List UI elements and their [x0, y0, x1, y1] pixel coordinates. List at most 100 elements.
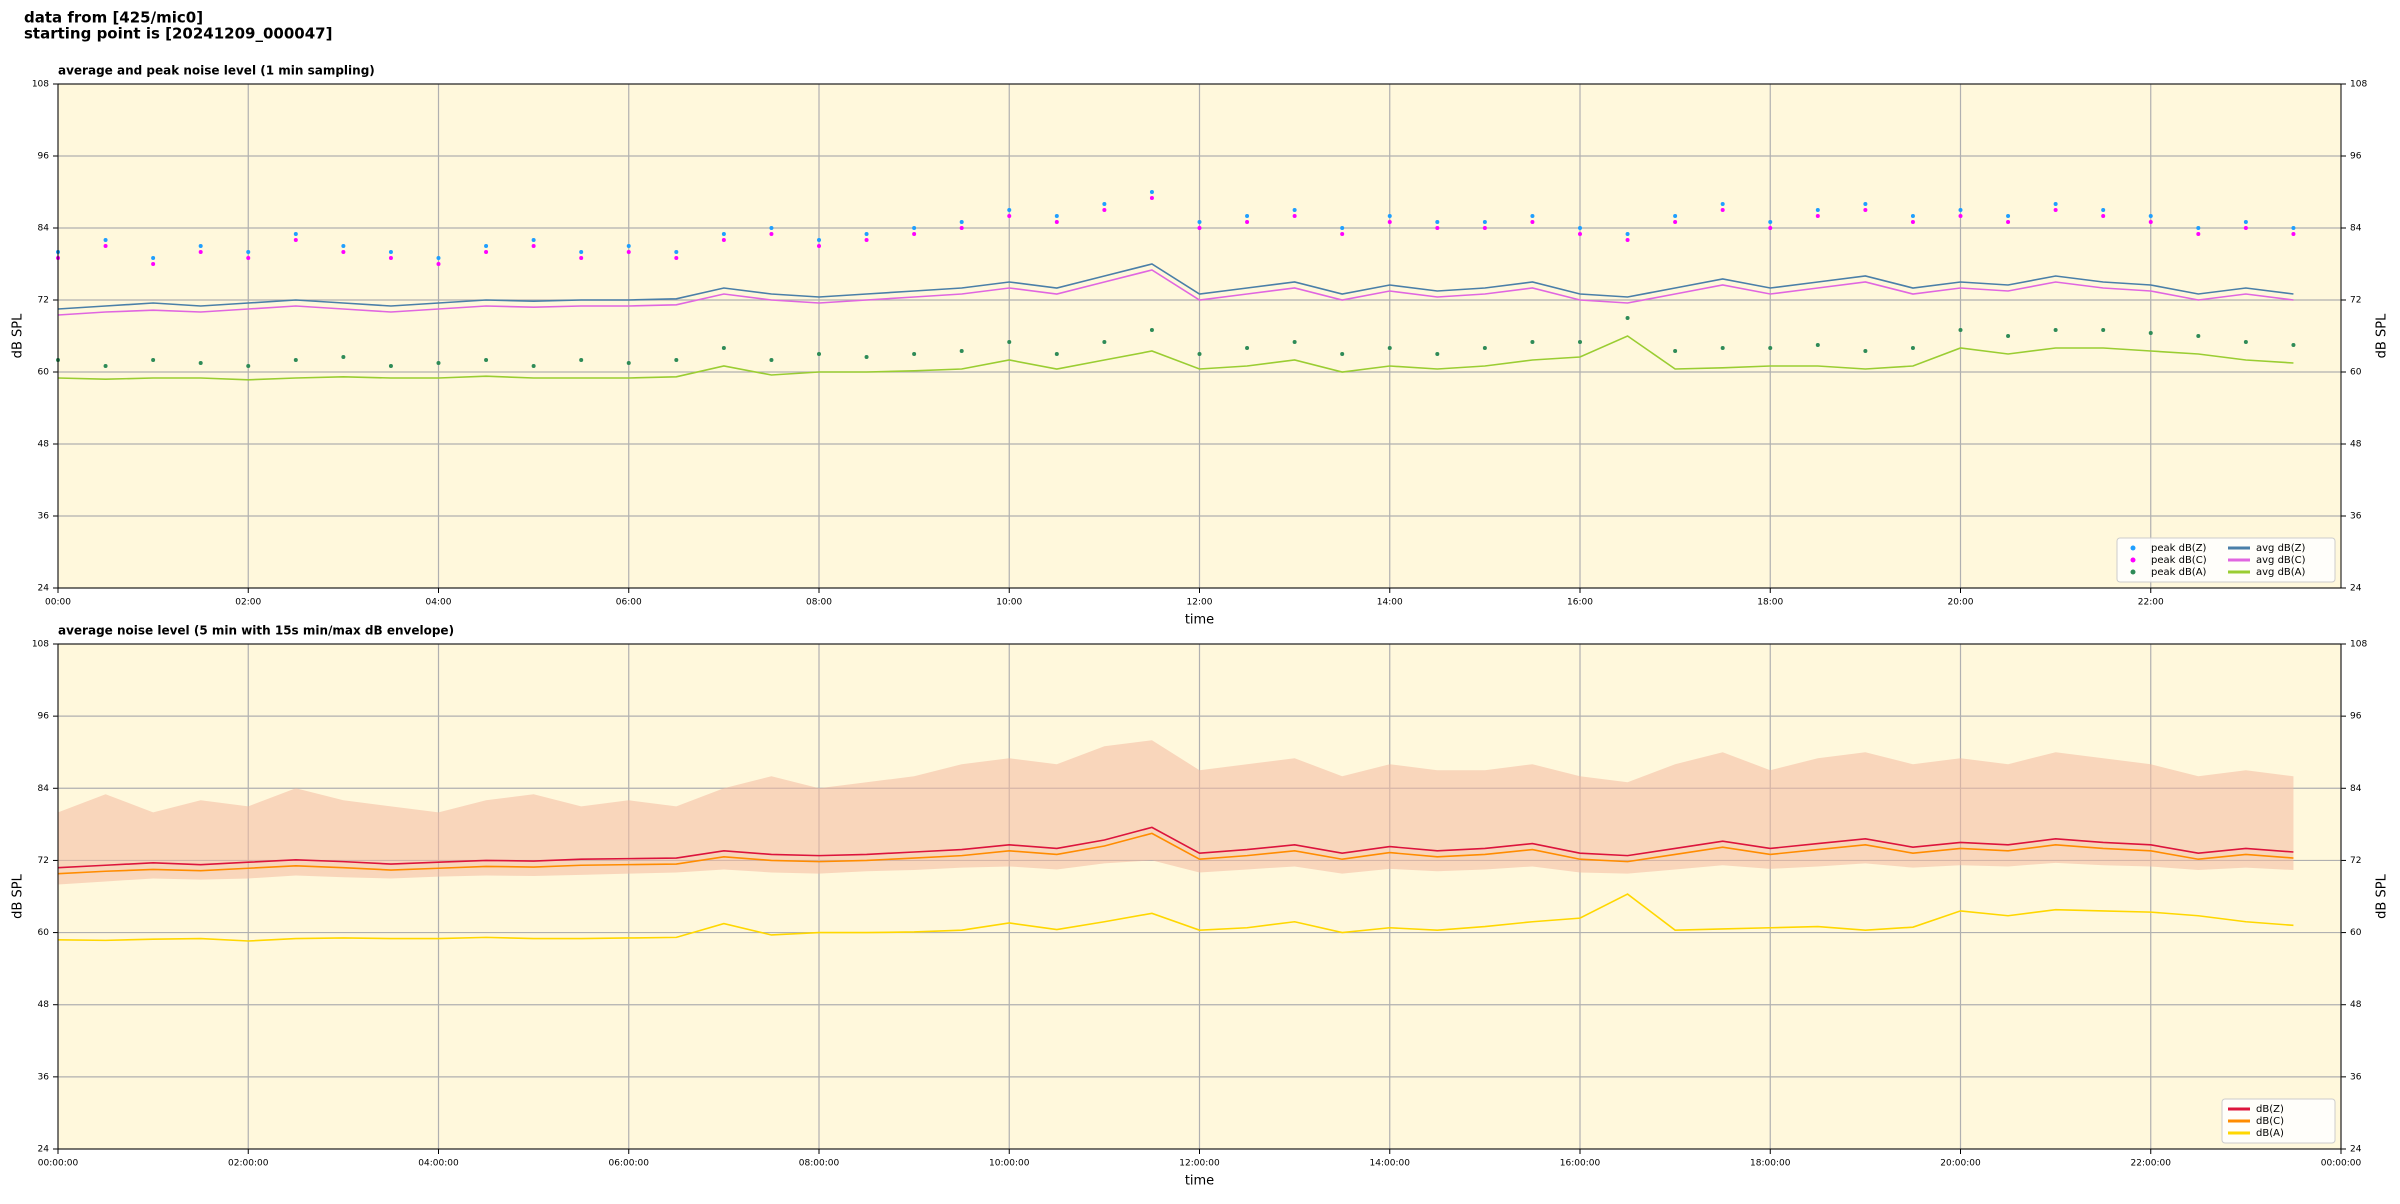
chart-title: average and peak noise level (1 min samp… — [58, 64, 375, 78]
y-tick-label: 48 — [2350, 1000, 2362, 1010]
peak-dot — [2053, 328, 2058, 332]
y-tick-label: 24 — [38, 1145, 50, 1155]
peak-dot — [1673, 214, 1678, 218]
peak-dot — [1910, 346, 1915, 350]
x-tick-label: 20:00:00 — [1940, 1159, 1981, 1169]
y-tick-label: 48 — [38, 1000, 50, 1010]
y-tick-label: 72 — [2350, 296, 2361, 306]
peak-dot — [2196, 232, 2201, 236]
peak-dot — [436, 256, 441, 260]
y-tick-label: 96 — [2350, 712, 2362, 722]
y-tick-label: 108 — [2350, 80, 2367, 90]
y-tick-label: 60 — [38, 928, 50, 938]
peak-dot — [674, 358, 679, 362]
peak-dot — [293, 238, 298, 242]
peak-dot — [151, 256, 156, 260]
y-tick-label: 36 — [38, 512, 50, 522]
x-tick-label: 08:00 — [806, 598, 832, 608]
peak-dot — [1625, 232, 1630, 236]
peak-dot — [1863, 208, 1868, 212]
series-line — [57, 832, 2294, 875]
peak-dot — [1292, 340, 1297, 344]
peak-dot — [198, 250, 203, 254]
peak-dot — [341, 244, 346, 248]
peak-dot — [959, 226, 964, 230]
y-tick-label: 96 — [2350, 152, 2362, 162]
y-tick-label: 84 — [2350, 784, 2362, 794]
peak-dot — [2053, 202, 2058, 206]
x-tick-label: 12:00:00 — [1179, 1159, 1220, 1169]
peak-dot — [959, 349, 964, 353]
y-tick-label: 72 — [38, 296, 49, 306]
peak-dot — [531, 244, 536, 248]
x-tick-label: 06:00 — [616, 598, 642, 608]
peak-dot — [1625, 238, 1630, 242]
peak-dot — [1720, 208, 1725, 212]
peak-dot — [2101, 208, 2106, 212]
legend-label: avg dB(C) — [2256, 555, 2306, 566]
peak-dot — [1530, 340, 1535, 344]
peak-dot — [1149, 196, 1154, 200]
peak-dot — [626, 361, 631, 365]
peak-dot — [2148, 220, 2153, 224]
legend-label: dB(C) — [2256, 1116, 2284, 1127]
peak-dot — [674, 250, 679, 254]
peak-dot — [388, 256, 393, 260]
peak-dot — [1435, 226, 1440, 230]
x-tick-label: 16:00 — [1567, 598, 1593, 608]
peak-dot — [436, 361, 441, 365]
peak-dot — [246, 256, 251, 260]
peak-dot — [1863, 202, 1868, 206]
x-tick-label: 00:00:00 — [2321, 1159, 2362, 1169]
peak-dot — [579, 358, 584, 362]
series-line — [57, 335, 2294, 381]
y-axis-label: dB SPL — [11, 313, 26, 358]
peak-dot — [436, 262, 441, 266]
series-line — [57, 893, 2294, 942]
peak-dot — [388, 250, 393, 254]
x-tick-label: 08:00:00 — [799, 1159, 840, 1169]
peak-dot — [1054, 220, 1059, 224]
peak-dot — [1245, 220, 1250, 224]
peak-dot — [1387, 346, 1392, 350]
peak-dot — [103, 238, 108, 242]
peak-dot — [1102, 202, 1107, 206]
x-tick-label: 02:00 — [235, 598, 261, 608]
legend-marker — [2130, 569, 2136, 575]
y-tick-label: 84 — [2350, 224, 2362, 234]
peak-dot — [151, 262, 156, 266]
peak-dot — [198, 361, 203, 365]
peak-dot — [2243, 226, 2248, 230]
x-tick-label: 18:00 — [1757, 598, 1783, 608]
x-tick-label: 14:00 — [1377, 598, 1403, 608]
x-axis-label: time — [1185, 613, 1214, 628]
peak-dot — [1435, 220, 1440, 224]
peak-dot — [1007, 340, 1012, 344]
x-axis-label: time — [1185, 1174, 1214, 1189]
y-tick-label: 60 — [38, 368, 50, 378]
peak-dot — [769, 358, 774, 362]
peak-dot — [1054, 214, 1059, 218]
peak-dot — [817, 238, 821, 242]
y-tick-label: 24 — [38, 584, 50, 594]
peak-dot — [721, 346, 726, 350]
peak-dot — [1482, 226, 1487, 230]
x-tick-label: 12:00 — [1187, 598, 1213, 608]
peak-dot — [103, 364, 108, 368]
peak-dot — [959, 220, 964, 224]
y-tick-label: 60 — [2350, 928, 2362, 938]
peak-dot — [2291, 343, 2296, 347]
y-tick-label: 108 — [32, 80, 49, 90]
peak-dot — [864, 232, 869, 236]
peak-dot — [1435, 352, 1440, 356]
y-tick-label: 96 — [38, 712, 50, 722]
legend-box — [2116, 537, 2336, 583]
peak-dot — [293, 232, 298, 236]
peak-dot — [1102, 208, 1107, 212]
peak-dot — [1815, 214, 1820, 218]
peak-dot — [2243, 340, 2248, 344]
peak-dot — [2101, 328, 2106, 332]
series-line — [57, 263, 2294, 310]
peak-dot — [1197, 220, 1202, 224]
